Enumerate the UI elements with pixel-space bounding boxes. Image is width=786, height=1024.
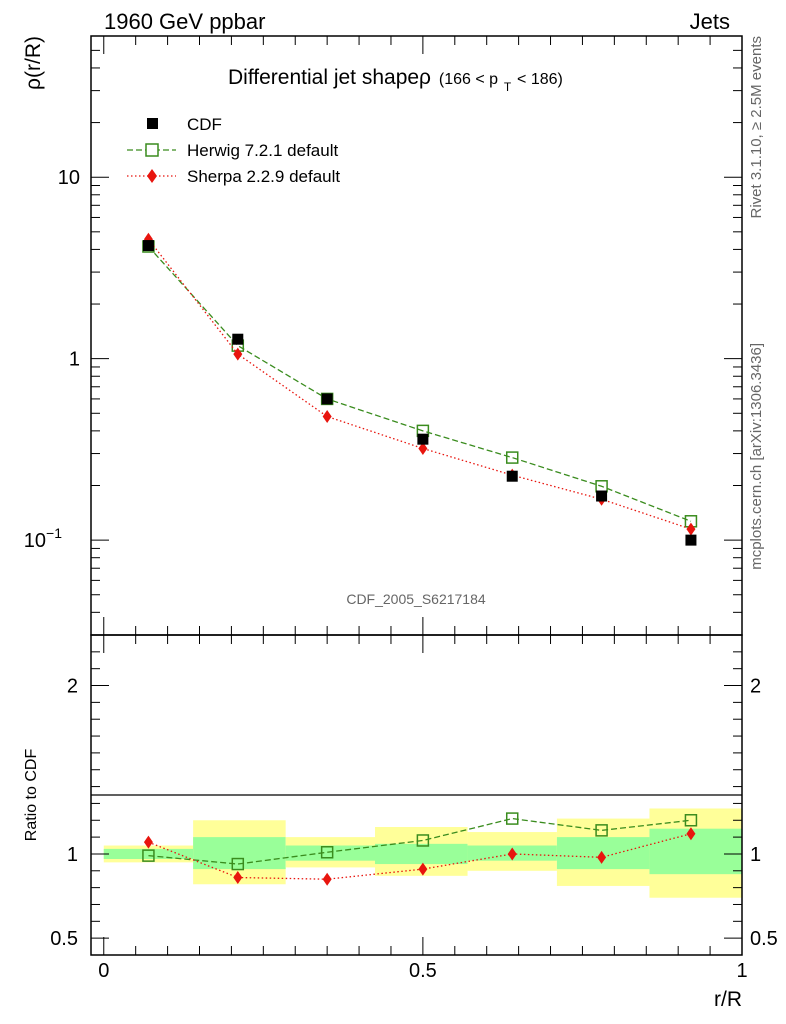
legend-marker-sherpa	[147, 169, 157, 183]
main-title-range-end: < 186)	[517, 71, 563, 88]
ratio-y-axis-label: Ratio to CDF	[23, 749, 40, 842]
ratio-y-tick-label-right: 0.5	[750, 928, 778, 950]
main-title-sub: T	[504, 80, 512, 94]
main-series-layer	[142, 232, 698, 546]
mcplots-label: mcplots.cern.ch [arXiv:1306.3436]	[748, 343, 765, 570]
point-cdf	[232, 333, 244, 345]
point-cdf	[142, 240, 154, 252]
point-cdf	[596, 490, 608, 502]
ratio-y-tick-label: 1	[67, 844, 78, 866]
main-title: Differential jet shapeρ (166 < p T < 186…	[228, 66, 563, 96]
ratio-series-sherpa	[143, 827, 696, 886]
ratio-point-sherpa	[143, 835, 153, 849]
ratio-point-herwig	[231, 857, 245, 871]
main-panel: Differential jet shapeρ (166 < p T < 186…	[22, 35, 743, 636]
ratio-point-sherpa	[233, 871, 243, 885]
point-cdf	[321, 393, 333, 405]
ratio-point-herwig	[684, 814, 698, 827]
ratio-point-sherpa	[686, 827, 696, 841]
ratio-point-sherpa	[418, 862, 428, 876]
legend-marker-herwig	[145, 143, 159, 157]
rivet-label: Rivet 3.1.10, ≥ 2.5M events	[748, 36, 765, 219]
x-tick-label: 0	[98, 960, 109, 982]
main-y-tick-label: 10	[58, 167, 80, 189]
x-tick-label: 1	[736, 960, 747, 982]
ratio-point-sherpa	[322, 872, 332, 886]
header-right: Jets	[690, 9, 730, 34]
ratio-band-stat	[285, 845, 376, 861]
main-y-ticks: 10 1 10−1	[24, 35, 742, 636]
header-left: 1960 GeV ppbar	[104, 9, 265, 34]
ratio-point-sherpa	[597, 850, 607, 864]
legend-label-herwig: Herwig 7.2.1 default	[187, 141, 338, 160]
main-title-text: Differential jet shapeρ	[228, 66, 431, 89]
main-y-axis-label: ρ(r/R)	[22, 36, 45, 90]
point-cdf	[417, 433, 429, 445]
series-sherpa	[143, 232, 696, 536]
ratio-panel: Ratio to CDF r/R 2 21 10.5 0.5 0 0.5 1	[23, 634, 778, 1011]
ratio-bands	[103, 808, 742, 898]
main-y-tick-label: 10−1	[24, 525, 62, 552]
point-cdf	[685, 534, 697, 546]
legend-label-cdf: CDF	[187, 115, 222, 134]
series-cdf	[142, 240, 697, 546]
series-herwig	[142, 240, 698, 528]
ratio-point-herwig	[595, 824, 608, 837]
ratio-band-stat	[375, 843, 468, 865]
watermark: CDF_2005_S6217184	[346, 591, 486, 607]
ratio-point-sherpa	[507, 847, 517, 861]
point-sherpa	[233, 347, 243, 361]
ratio-y-tick-label-right: 2	[750, 676, 761, 698]
ratio-band-stat	[103, 848, 194, 859]
series-line-sherpa	[147, 238, 692, 530]
main-y-tick-label: 1	[69, 349, 80, 371]
x-axis-label: r/R	[714, 988, 742, 1011]
main-x-ticks	[103, 36, 743, 635]
ratio-point-herwig	[416, 834, 430, 847]
ratio-series-herwig	[142, 812, 698, 871]
ratio-y-tick-label-right: 1	[750, 844, 761, 866]
ratio-band-stat	[556, 837, 650, 870]
ratio-band-stat	[649, 828, 742, 875]
ratio-point-herwig	[142, 849, 155, 862]
ratio-series-layer	[142, 812, 698, 886]
point-sherpa	[322, 410, 332, 424]
x-tick-label: 0.5	[409, 960, 437, 982]
ratio-x-ticks: 0 0.5 1	[98, 635, 748, 982]
ratio-frame	[90, 634, 743, 956]
ratio-y-tick-label: 0.5	[50, 928, 78, 950]
legend: CDF Herwig 7.2.1 default Sherpa 2.2.9 de…	[127, 115, 340, 186]
point-sherpa	[686, 522, 696, 536]
ratio-y-tick-label: 2	[67, 676, 78, 698]
legend-marker-cdf	[147, 118, 158, 129]
legend-label-sherpa: Sherpa 2.2.9 default	[187, 167, 340, 186]
point-cdf	[506, 470, 518, 482]
main-title-range: (166 < p	[439, 71, 498, 88]
ratio-y-ticks: 2 2 1 1 0.5 0.5	[50, 634, 778, 956]
series-line-herwig	[147, 246, 692, 522]
ratio-point-herwig	[505, 812, 519, 825]
point-herwig	[505, 451, 519, 464]
ratio-point-herwig	[320, 846, 334, 859]
point-sherpa	[418, 441, 428, 455]
